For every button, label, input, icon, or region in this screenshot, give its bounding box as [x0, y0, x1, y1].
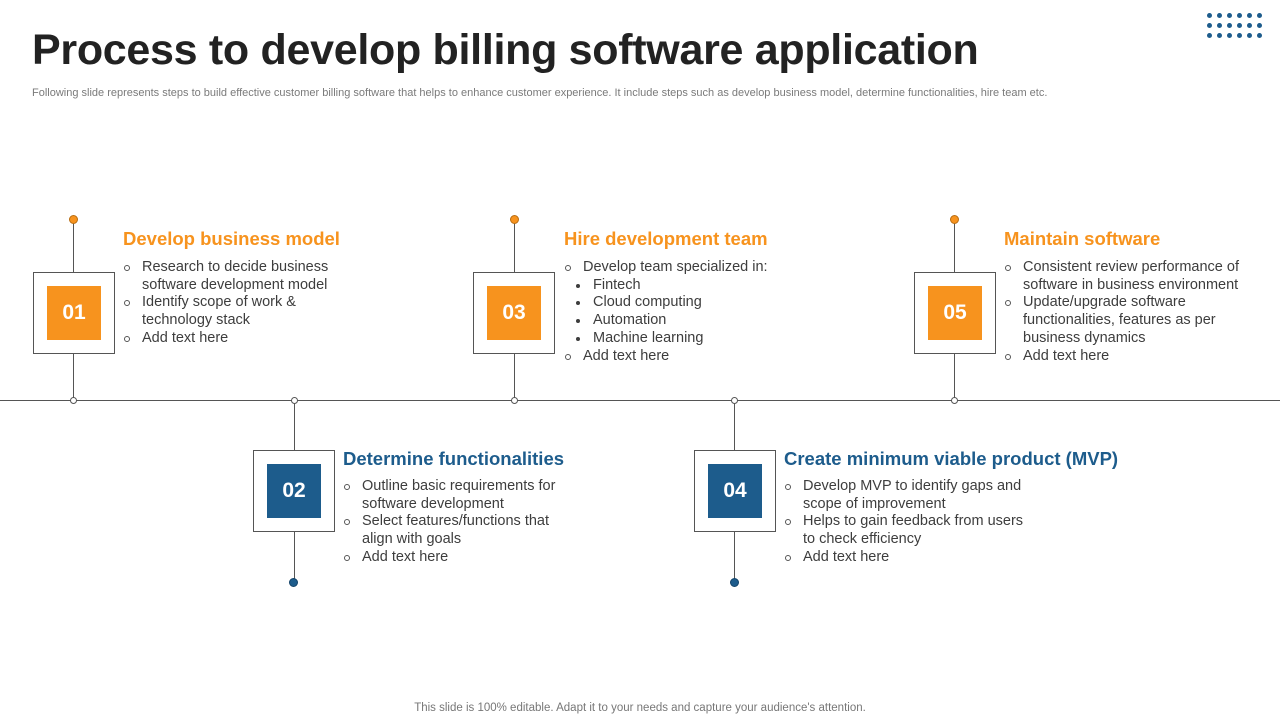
- step-01-bullet: Research to decide business software dev…: [123, 259, 353, 294]
- step-03-number: 03: [487, 286, 541, 340]
- step-02-bullet: Add text here: [343, 549, 583, 567]
- step-03-bullet: Add text here: [564, 348, 824, 366]
- step-01-badge-frame: 01: [33, 272, 115, 354]
- step-02-bullet: Outline basic requirements for software …: [343, 478, 583, 513]
- step-04-bullet: Helps to gain feedback from users to che…: [784, 513, 1024, 548]
- step-05-heading: Maintain software: [1004, 228, 1161, 249]
- decorative-dot: [1207, 13, 1212, 18]
- decorative-dot: [1227, 13, 1232, 18]
- step-05-end-dot: [950, 215, 959, 224]
- decorative-dot: [1207, 23, 1212, 28]
- decorative-dot: [1247, 23, 1252, 28]
- step-03-intro: Develop team specialized in:: [564, 259, 824, 277]
- step-04-bullet: Develop MVP to identify gaps and scope o…: [784, 478, 1024, 513]
- decorative-dot: [1247, 33, 1252, 38]
- slide-footer-note: This slide is 100% editable. Adapt it to…: [414, 702, 866, 714]
- decorative-dot: [1257, 33, 1262, 38]
- step-04-number: 04: [708, 464, 762, 518]
- step-04-badge-frame: 04: [694, 450, 776, 532]
- step-05-number: 05: [928, 286, 982, 340]
- step-01-bullets: Research to decide business software dev…: [123, 259, 353, 348]
- step-03-sub-item: Automation: [564, 312, 824, 330]
- decorative-dot: [1217, 33, 1222, 38]
- step-02-timeline-node: [291, 397, 298, 404]
- step-01-end-dot: [69, 215, 78, 224]
- step-03-sub-item: Cloud computing: [564, 294, 824, 312]
- decorative-dot: [1257, 13, 1262, 18]
- step-05-bullet: Consistent review performance of softwar…: [1004, 259, 1244, 294]
- decorative-dot: [1237, 13, 1242, 18]
- step-02-heading: Determine functionalities: [343, 448, 565, 469]
- decorative-dot: [1227, 33, 1232, 38]
- step-05-badge-frame: 05: [914, 272, 996, 354]
- step-01-bullet: Identify scope of work & technology stac…: [123, 294, 353, 329]
- slide-subtitle: Following slide represents steps to buil…: [32, 87, 1048, 99]
- step-02-end-dot: [289, 578, 298, 587]
- step-01-bullet: Add text here: [123, 330, 353, 348]
- decorative-dot-grid: [1207, 13, 1262, 38]
- decorative-dot: [1237, 23, 1242, 28]
- timeline-axis: [0, 400, 1280, 401]
- step-03-badge-frame: 03: [473, 272, 555, 354]
- step-03-end-dot: [510, 215, 519, 224]
- decorative-dot: [1237, 33, 1242, 38]
- step-05-bullet: Add text here: [1004, 348, 1244, 366]
- step-01-heading: Develop business model: [123, 228, 340, 249]
- step-04-bullets: Develop MVP to identify gaps and scope o…: [784, 478, 1024, 567]
- step-03-bullets: Develop team specialized in: Fintech Clo…: [564, 259, 824, 365]
- step-05-timeline-node: [951, 397, 958, 404]
- slide-title: Process to develop billing software appl…: [32, 26, 979, 74]
- step-02-bullet: Select features/functions that align wit…: [343, 513, 583, 548]
- step-02-number: 02: [267, 464, 321, 518]
- step-04-end-dot: [730, 578, 739, 587]
- decorative-dot: [1207, 33, 1212, 38]
- step-05-bullet: Update/upgrade software functionalities,…: [1004, 294, 1244, 347]
- step-05-bullets: Consistent review performance of softwar…: [1004, 259, 1244, 365]
- step-02-bullets: Outline basic requirements for software …: [343, 478, 583, 567]
- decorative-dot: [1227, 23, 1232, 28]
- step-03-sub-item: Fintech: [564, 277, 824, 295]
- step-01-number: 01: [47, 286, 101, 340]
- decorative-dot: [1217, 13, 1222, 18]
- step-04-heading: Create minimum viable product (MVP): [784, 448, 1119, 469]
- step-04-bullet: Add text here: [784, 549, 1024, 567]
- step-03-timeline-node: [511, 397, 518, 404]
- decorative-dot: [1247, 13, 1252, 18]
- step-04-timeline-node: [731, 397, 738, 404]
- step-03-sub-item: Machine learning: [564, 330, 824, 348]
- step-01-timeline-node: [70, 397, 77, 404]
- step-03-heading: Hire development team: [564, 228, 768, 249]
- decorative-dot: [1217, 23, 1222, 28]
- step-02-badge-frame: 02: [253, 450, 335, 532]
- decorative-dot: [1257, 23, 1262, 28]
